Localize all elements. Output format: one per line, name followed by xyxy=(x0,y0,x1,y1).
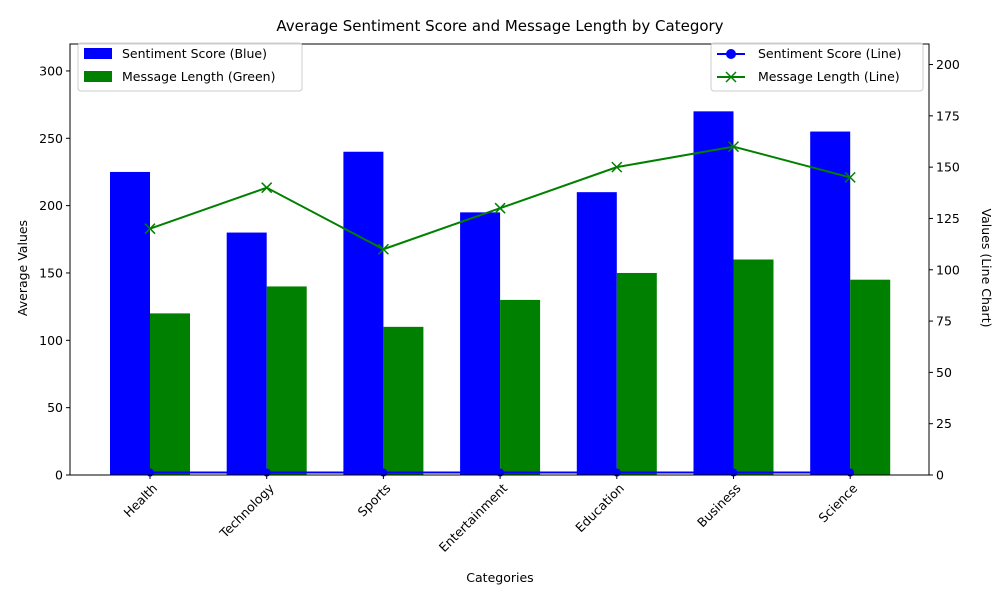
y-axis-label-right: Values (Line Chart) xyxy=(979,209,994,328)
legend-bars: Sentiment Score (Blue) Message Length (G… xyxy=(77,42,303,92)
y-tick-label-right-4: 100 xyxy=(936,262,960,277)
point-message-6 xyxy=(844,171,856,183)
y-tick-label-left-5: 250 xyxy=(39,131,63,146)
bar-message-6 xyxy=(850,279,891,475)
legend-label-sentiment-bar: Sentiment Score (Blue) xyxy=(122,46,267,61)
bar-message-2 xyxy=(383,326,424,475)
bar-sentiment-5 xyxy=(693,111,734,475)
y-tick-label-right-3: 75 xyxy=(936,314,952,329)
point-message-4 xyxy=(611,161,623,173)
bar-message-3 xyxy=(500,299,541,475)
bar-sentiment-6 xyxy=(810,131,851,475)
legend-marker-sentiment-circle xyxy=(726,49,736,59)
bar-sentiment-0 xyxy=(110,171,150,475)
y-tick-label-left-3: 150 xyxy=(39,265,63,280)
x-tick-label-2: Sports xyxy=(355,481,394,520)
y-tick-label-left-6: 300 xyxy=(39,63,63,78)
x-tick-label-1: Technology xyxy=(216,480,277,541)
y-tick-label-right-5: 125 xyxy=(936,211,960,226)
y-tick-label-left-2: 100 xyxy=(39,333,63,348)
x-axis-label: Categories xyxy=(466,570,533,585)
bar-sentiment-2 xyxy=(343,151,384,475)
bar-message-0 xyxy=(150,313,190,475)
x-tick-label-5: Business xyxy=(694,481,744,531)
point-message-1 xyxy=(261,182,273,194)
y-axis-label: Average Values xyxy=(15,220,30,316)
bar-message-4 xyxy=(616,272,657,475)
plot-frame xyxy=(69,43,930,476)
point-message-5 xyxy=(727,141,740,153)
legend-swatch-message-bar xyxy=(84,71,112,82)
bar-message-5 xyxy=(733,259,774,475)
bar-sentiment-3 xyxy=(460,212,501,475)
x-tick-label-0: Health xyxy=(120,481,160,521)
bar-sentiment-1 xyxy=(226,232,267,475)
y-tick-label-left-1: 50 xyxy=(47,400,63,415)
x-tick-label-4: Education xyxy=(572,481,627,536)
y-tick-label-right-1: 25 xyxy=(936,416,952,431)
bars-layer xyxy=(110,111,891,475)
y-tick-label-right-7: 175 xyxy=(936,108,960,123)
legend-swatch-sentiment-bar xyxy=(84,48,112,59)
y-tick-label-left-0: 0 xyxy=(55,468,63,483)
legend-bars-frame xyxy=(77,42,303,92)
y-tick-label-right-8: 200 xyxy=(936,57,960,72)
legend-marker-message-x xyxy=(725,71,737,83)
point-message-3 xyxy=(494,202,506,214)
legend-lines: Sentiment Score (Line) Message Length (L… xyxy=(710,42,924,92)
legend-label-message-bar: Message Length (Green) xyxy=(122,69,275,84)
x-tick-label-3: Entertainment xyxy=(436,480,510,554)
y-tick-label-right-0: 0 xyxy=(936,468,944,483)
legend-label-sentiment-line: Sentiment Score (Line) xyxy=(758,46,901,61)
point-message-2 xyxy=(377,243,389,255)
bar-sentiment-4 xyxy=(576,192,617,475)
y-tick-label-right-6: 150 xyxy=(936,160,960,175)
legend-lines-frame xyxy=(710,42,924,92)
chart-title: Average Sentiment Score and Message Leng… xyxy=(276,17,723,35)
x-tick-label-6: Science xyxy=(815,480,860,525)
y-tick-label-right-2: 50 xyxy=(936,365,952,380)
bar-message-1 xyxy=(266,286,307,475)
legend-label-message-line: Message Length (Line) xyxy=(758,69,900,84)
point-message-0 xyxy=(144,223,156,235)
y-tick-label-left-4: 200 xyxy=(39,198,63,213)
